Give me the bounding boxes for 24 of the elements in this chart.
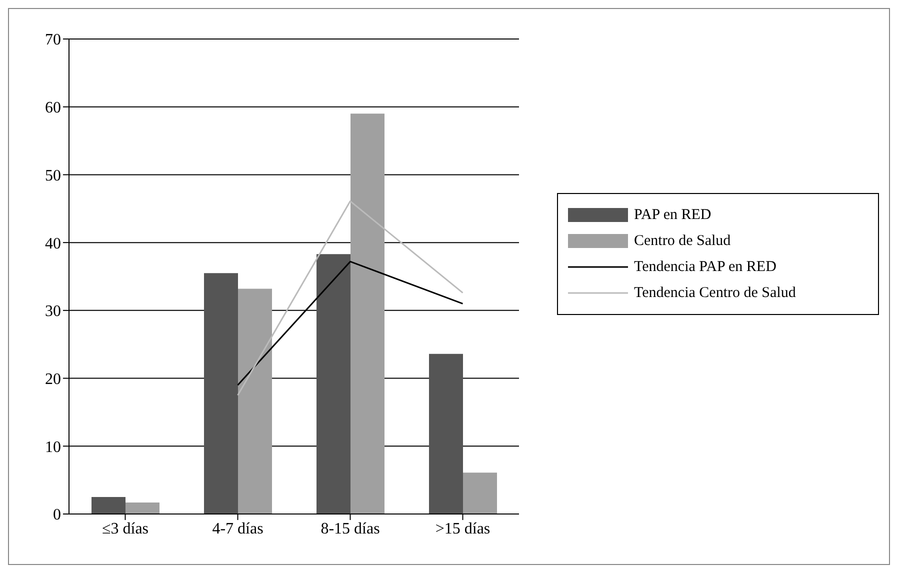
y-tick-label: 30 [45,303,61,320]
bar [316,254,350,514]
y-tick-label: 10 [45,438,61,456]
bar [429,354,463,514]
y-tick-label: 70 [45,32,61,49]
y-tick-label: 40 [45,235,61,252]
bar [204,273,238,514]
bar [126,502,160,514]
x-tick-label: ≤3 días [102,520,149,538]
bar [463,472,497,514]
x-tick-label: 4-7 días [212,520,264,538]
bar [92,497,126,514]
y-tick-label: 50 [45,167,61,184]
y-tick-label: 60 [45,100,61,117]
bar [238,288,272,514]
x-tick-label: >15 días [435,520,490,538]
legend-label: Tendencia Centro de Salud [634,284,796,302]
legend-label: PAP en RED [634,206,712,224]
bar [350,114,384,514]
x-tick-label: 8-15 días [320,520,380,538]
y-tick-label: 0 [53,506,61,524]
legend-label: Tendencia PAP en RED [634,258,776,276]
legend-label: Centro de Salud [634,232,731,250]
y-tick-label: 20 [45,370,61,388]
